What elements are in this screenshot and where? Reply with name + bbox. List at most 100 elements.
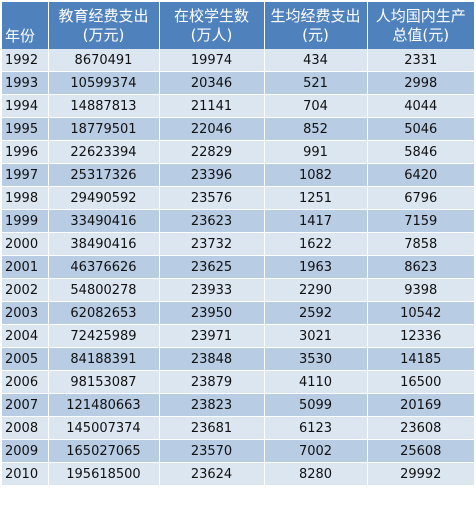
education-expenditure-cell: 8670491 [47,49,159,72]
table-row: 2009 165027065 23570 7002 25608 [2,439,474,463]
gdp-per-capita-cell: 8623 [366,255,474,279]
per-student-expenditure-cell: 521 [263,71,367,95]
header-row: 年份 教育经费支出 (万元) 在校学生数 (万人) 生均经费支出 (元) 人均国… [2,2,474,49]
gdp-per-capita-cell: 6420 [366,163,474,187]
enrolled-students-cell: 23681 [158,416,264,440]
year-cell: 1993 [2,71,48,95]
per-student-expenditure-cell: 1622 [263,232,367,256]
table-header: 年份 教育经费支出 (万元) 在校学生数 (万人) 生均经费支出 (元) 人均国… [2,2,474,49]
header-education-expenditure: 教育经费支出 (万元) [47,2,159,49]
year-cell: 2006 [2,370,48,394]
per-student-expenditure-cell: 852 [263,117,367,141]
table-row: 1999 33490416 23623 1417 7159 [2,209,474,233]
table-row: 2000 38490416 23732 1622 7858 [2,232,474,256]
table-row: 1993 10599374 20346 521 2998 [2,71,474,95]
per-student-expenditure-cell: 434 [263,49,367,72]
gdp-per-capita-cell: 14185 [366,347,474,371]
table-row: 2003 62082653 23950 2592 10542 [2,301,474,325]
education-expenditure-cell: 29490592 [47,186,159,210]
gdp-per-capita-cell: 5846 [366,140,474,164]
gdp-per-capita-cell: 9398 [366,278,474,302]
per-student-expenditure-cell: 1082 [263,163,367,187]
year-cell: 2004 [2,324,48,348]
year-cell: 2009 [2,439,48,463]
gdp-per-capita-cell: 2998 [366,71,474,95]
enrolled-students-cell: 23823 [158,393,264,417]
per-student-expenditure-cell: 3530 [263,347,367,371]
education-expenditure-cell: 84188391 [47,347,159,371]
education-expenditure-cell: 62082653 [47,301,159,325]
per-student-expenditure-cell: 3021 [263,324,367,348]
gdp-per-capita-cell: 5046 [366,117,474,141]
education-expenditure-cell: 72425989 [47,324,159,348]
year-cell: 2007 [2,393,48,417]
per-student-expenditure-cell: 1417 [263,209,367,233]
enrolled-students-cell: 23625 [158,255,264,279]
table-row: 1996 22623394 22829 991 5846 [2,140,474,164]
table-row: 2005 84188391 23848 3530 14185 [2,347,474,371]
table-row: 1994 14887813 21141 704 4044 [2,94,474,118]
education-expenditure-cell: 22623394 [47,140,159,164]
table-row: 2008 145007374 23681 6123 23608 [2,416,474,440]
gdp-per-capita-cell: 16500 [366,370,474,394]
year-cell: 1992 [2,49,48,72]
education-expenditure-cell: 33490416 [47,209,159,233]
year-cell: 2010 [2,462,48,486]
year-cell: 1994 [2,94,48,118]
year-cell: 2005 [2,347,48,371]
header-year: 年份 [2,2,48,49]
table-row: 1992 8670491 19974 434 2331 [2,49,474,72]
enrolled-students-cell: 23570 [158,439,264,463]
gdp-per-capita-cell: 20169 [366,393,474,417]
gdp-per-capita-cell: 7858 [366,232,474,256]
education-expenditure-cell: 121480663 [47,393,159,417]
per-student-expenditure-cell: 6123 [263,416,367,440]
gdp-per-capita-cell: 6796 [366,186,474,210]
year-cell: 2002 [2,278,48,302]
per-student-expenditure-cell: 7002 [263,439,367,463]
education-expenditure-cell: 195618500 [47,462,159,486]
enrolled-students-cell: 23950 [158,301,264,325]
table-row: 1995 18779501 22046 852 5046 [2,117,474,141]
enrolled-students-cell: 23623 [158,209,264,233]
gdp-per-capita-cell: 12336 [366,324,474,348]
header-enrolled-students: 在校学生数 (万人) [158,2,264,49]
table-row: 2010 195618500 23624 8280 29992 [2,462,474,486]
per-student-expenditure-cell: 5099 [263,393,367,417]
enrolled-students-cell: 23933 [158,278,264,302]
per-student-expenditure-cell: 8280 [263,462,367,486]
table-row: 2001 46376626 23625 1963 8623 [2,255,474,279]
gdp-per-capita-cell: 4044 [366,94,474,118]
year-cell: 1999 [2,209,48,233]
enrolled-students-cell: 22829 [158,140,264,164]
per-student-expenditure-cell: 704 [263,94,367,118]
enrolled-students-cell: 20346 [158,71,264,95]
year-cell: 1998 [2,186,48,210]
enrolled-students-cell: 22046 [158,117,264,141]
year-cell: 2008 [2,416,48,440]
gdp-per-capita-cell: 2331 [366,49,474,72]
enrolled-students-cell: 23848 [158,347,264,371]
education-expenditure-cell: 38490416 [47,232,159,256]
year-cell: 2001 [2,255,48,279]
table-row: 2004 72425989 23971 3021 12336 [2,324,474,348]
education-expenditure-cell: 25317326 [47,163,159,187]
gdp-per-capita-cell: 29992 [366,462,474,486]
table-row: 1997 25317326 23396 1082 6420 [2,163,474,187]
per-student-expenditure-cell: 2290 [263,278,367,302]
education-expenditure-cell: 10599374 [47,71,159,95]
enrolled-students-cell: 19974 [158,49,264,72]
gdp-per-capita-cell: 25608 [366,439,474,463]
education-expenditure-cell: 18779501 [47,117,159,141]
education-expenditure-cell: 98153087 [47,370,159,394]
per-student-expenditure-cell: 2592 [263,301,367,325]
header-per-student-expenditure: 生均经费支出 (元) [263,2,367,49]
table-row: 1998 29490592 23576 1251 6796 [2,186,474,210]
per-student-expenditure-cell: 1251 [263,186,367,210]
enrolled-students-cell: 23624 [158,462,264,486]
table-row: 2002 54800278 23933 2290 9398 [2,278,474,302]
gdp-per-capita-cell: 23608 [366,416,474,440]
education-expenditure-cell: 145007374 [47,416,159,440]
per-student-expenditure-cell: 1963 [263,255,367,279]
